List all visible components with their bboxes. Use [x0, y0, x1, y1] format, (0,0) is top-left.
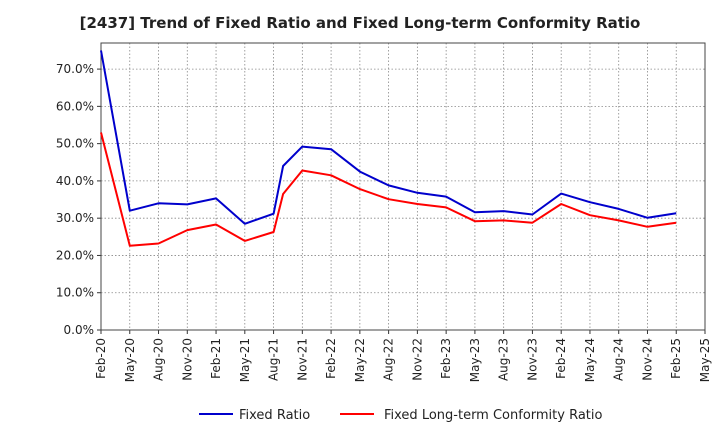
x-tick-label: Nov-22	[410, 338, 424, 381]
x-tick-label: May-23	[468, 338, 482, 382]
x-tick-label: Aug-24	[612, 338, 626, 381]
x-tick-label: May-21	[238, 338, 252, 382]
y-tick-label: 70.0%	[56, 62, 94, 76]
legend: Fixed Ratio Fixed Long-term Conformity Ra…	[199, 408, 603, 423]
plot-frame	[100, 42, 706, 331]
series-lines	[100, 50, 677, 247]
y-tick-label: 20.0%	[56, 248, 94, 262]
x-tick-label: May-22	[353, 338, 367, 382]
x-tick-label: Nov-20	[180, 338, 194, 381]
x-tick-label: Nov-24	[640, 338, 654, 381]
x-tick-label: Feb-22	[324, 338, 338, 379]
plot-area	[101, 43, 705, 330]
y-tick-label: 50.0%	[56, 137, 94, 151]
x-tick-label: Aug-20	[152, 338, 166, 381]
legend-label: Fixed Long-term Conformity Ratio	[384, 408, 603, 423]
grid-lines	[101, 43, 705, 330]
x-tick-label: Nov-23	[525, 338, 539, 381]
y-tick-label: 30.0%	[56, 211, 94, 225]
x-tick-label: Nov-21	[295, 338, 309, 381]
y-tick-label: 40.0%	[56, 174, 94, 188]
x-tick-label: Feb-23	[439, 338, 453, 379]
x-tick-label: Feb-25	[669, 338, 683, 379]
x-tick-label: Feb-20	[94, 338, 108, 379]
x-tick-label: May-24	[583, 338, 597, 382]
x-tick-label: Feb-21	[209, 338, 223, 379]
series-line-fixed-long-term-conformity-ratio	[100, 132, 677, 247]
x-tick-label: Aug-21	[267, 338, 281, 381]
chart-title: [2437] Trend of Fixed Ratio and Fixed Lo…	[79, 14, 641, 32]
legend-label: Fixed Ratio	[239, 408, 310, 423]
x-tick-label: Aug-23	[497, 338, 511, 381]
x-tick-label: Aug-22	[382, 338, 396, 381]
x-tick-label: May-20	[123, 338, 137, 382]
axes: 0.0% 10.0% 20.0% 30.0% 40.0% 50.0% 60.0% 70.0% F…	[56, 42, 712, 382]
series-line-fixed-ratio	[100, 50, 677, 225]
y-tick-label: 0.0%	[64, 323, 95, 337]
x-tick-label: Feb-24	[554, 338, 568, 379]
y-tick-label: 10.0%	[56, 286, 94, 300]
x-tick-label: May-25	[698, 338, 712, 382]
y-tick-label: 60.0%	[56, 99, 94, 113]
